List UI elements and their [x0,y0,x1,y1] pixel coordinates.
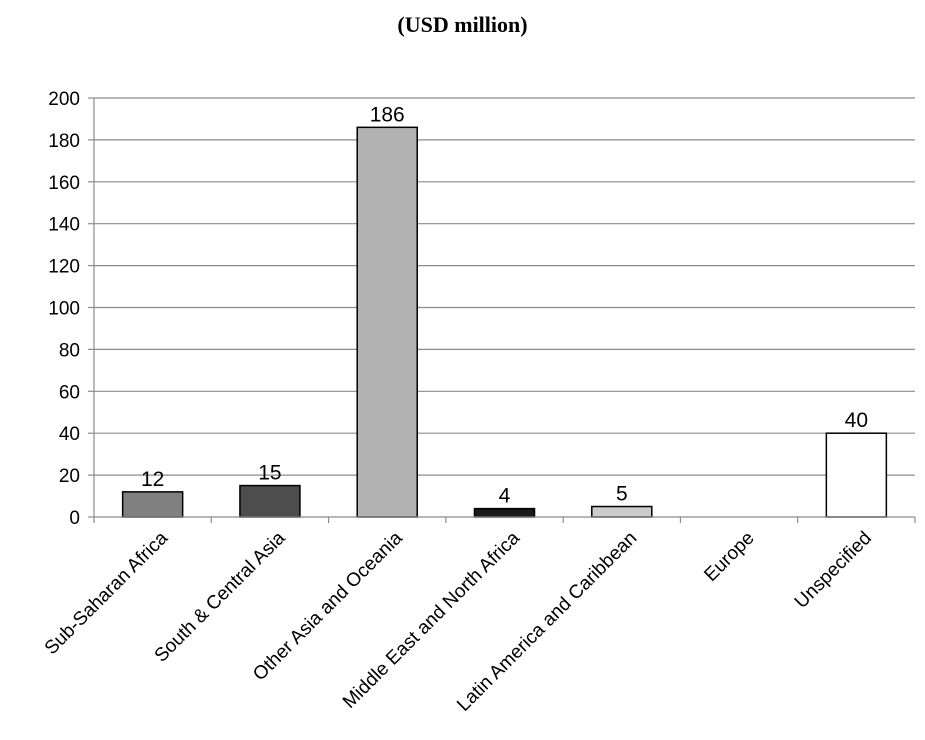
y-tick-label: 140 [48,215,80,236]
gridlines [94,97,915,476]
bar [356,126,418,518]
data-label: 12 [141,468,164,491]
data-label: 15 [258,462,281,485]
data-label: 40 [845,409,868,432]
bars [121,126,888,518]
y-tick-label: 80 [59,340,80,361]
y-tick-label: 160 [48,173,80,194]
y-tick-label: 200 [48,89,80,110]
data-label: 4 [499,485,511,508]
bar [121,491,184,518]
bar [591,505,653,518]
y-tick-label: 40 [59,424,80,445]
y-axis: 0 20 40 60 80 100 120 140 160 180 200 [48,89,95,529]
x-category-label: Unspecified [791,528,876,613]
y-tick-label: 60 [59,382,80,403]
y-tick-label: 0 [69,508,80,529]
y-tick-label: 100 [48,299,80,320]
x-category-label: Europe [700,528,758,586]
x-category-label: South & Central Asia [151,527,290,666]
x-category-label: Sub-Saharan Africa [41,527,173,659]
data-label: 186 [370,103,405,126]
bar [239,484,301,518]
y-tick-label: 180 [48,131,80,152]
bar [473,507,536,518]
y-tick-label: 20 [59,466,80,487]
data-label: 5 [616,483,628,506]
data-labels: 12 15 186 4 5 40 [141,103,868,507]
y-tick-label: 120 [48,257,80,278]
bar [825,432,888,518]
chart-title: (USD million) [397,12,528,37]
